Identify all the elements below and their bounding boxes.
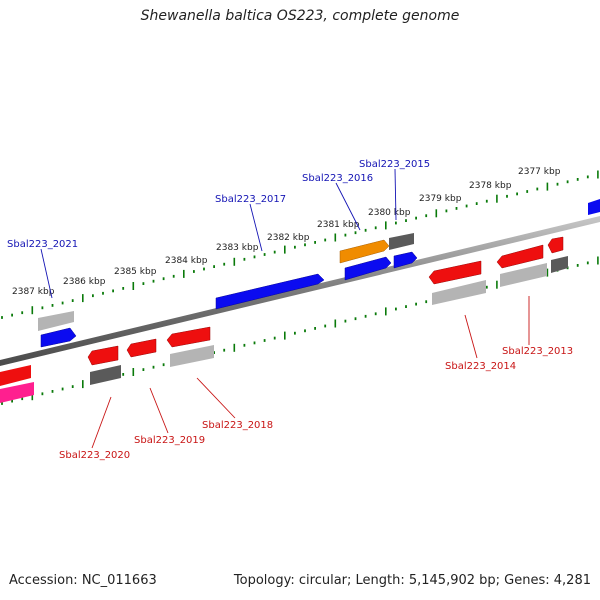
gene-sbal223-2015-orange[interactable] xyxy=(339,239,390,264)
gene-dark-gray-forward[interactable] xyxy=(389,233,414,250)
gene-forward-edge[interactable] xyxy=(588,199,600,215)
gene-sbal223-2019[interactable] xyxy=(126,338,157,358)
gene-label-sbal223-2017: Sbal223_2017 xyxy=(215,194,286,205)
gene-dark-gray-reverse-2[interactable] xyxy=(90,365,121,385)
gene-label-sbal223-2019: Sbal223_2019 xyxy=(134,435,205,446)
gene-sbal223-2018[interactable] xyxy=(166,326,211,348)
ruler-label: 2385 kbp xyxy=(114,267,157,277)
tick-track-forward xyxy=(1,170,599,319)
gene-light-gray-reverse[interactable] xyxy=(432,280,486,305)
gene-label-sbal223-2018: Sbal223_2018 xyxy=(202,420,273,431)
gene-sbal223-2021[interactable] xyxy=(40,327,77,348)
ruler-label: 2387 kbp xyxy=(12,287,55,297)
gene-reverse-edge[interactable] xyxy=(0,365,31,386)
ruler-label: 2379 kbp xyxy=(419,194,462,204)
leader-line xyxy=(394,168,397,221)
gene-light-gray-reverse-2[interactable] xyxy=(500,263,547,287)
ruler-label: 2384 kbp xyxy=(165,256,208,266)
accession-text: Accession: NC_011663 xyxy=(9,573,157,588)
gene-sbal223-2017[interactable] xyxy=(215,273,325,310)
leader-line xyxy=(335,182,361,231)
leader-line xyxy=(40,248,53,299)
gene-sbal223-2016[interactable] xyxy=(344,256,392,281)
ruler-label: 2383 kbp xyxy=(216,243,259,253)
gene-label-sbal223-2015: Sbal223_2015 xyxy=(359,159,430,170)
leader-line xyxy=(91,396,112,449)
leader-line xyxy=(149,387,169,434)
gene-label-sbal223-2016: Sbal223_2016 xyxy=(302,173,373,184)
gene-sbal223-2014[interactable] xyxy=(428,260,482,285)
topology-text: Topology: circular; Length: 5,145,902 bp… xyxy=(233,573,591,588)
gene-label-sbal223-2013: Sbal223_2013 xyxy=(502,346,573,357)
gene-dark-gray-reverse[interactable] xyxy=(551,256,568,273)
ruler-label: 2382 kbp xyxy=(267,233,310,243)
ruler-label: 2380 kbp xyxy=(368,208,411,218)
genome-backbone xyxy=(0,216,600,366)
gene-sbal223-2013[interactable] xyxy=(496,244,544,269)
map-title: Shewanella baltica OS223, complete genom… xyxy=(140,8,460,24)
ruler-label: 2381 kbp xyxy=(317,220,360,230)
leader-line xyxy=(464,314,478,359)
gene-forward-small[interactable] xyxy=(393,251,418,269)
gene-label-sbal223-2021: Sbal223_2021 xyxy=(7,239,78,250)
gene-light-gray-forward[interactable] xyxy=(38,311,74,331)
gene-label-sbal223-2014: Sbal223_2014 xyxy=(445,361,516,372)
gene-label-sbal223-2020: Sbal223_2020 xyxy=(59,450,130,461)
leader-line xyxy=(196,377,236,419)
ruler-label: 2377 kbp xyxy=(518,167,561,177)
ruler-label: 2378 kbp xyxy=(469,181,512,191)
gene-light-gray-reverse-3[interactable] xyxy=(170,345,214,367)
gene-pink-edge[interactable] xyxy=(0,382,34,403)
leader-line xyxy=(249,203,263,252)
gene-reverse-small[interactable] xyxy=(547,236,564,254)
ruler-label: 2386 kbp xyxy=(63,277,106,287)
gene-sbal223-2020[interactable] xyxy=(87,345,119,366)
